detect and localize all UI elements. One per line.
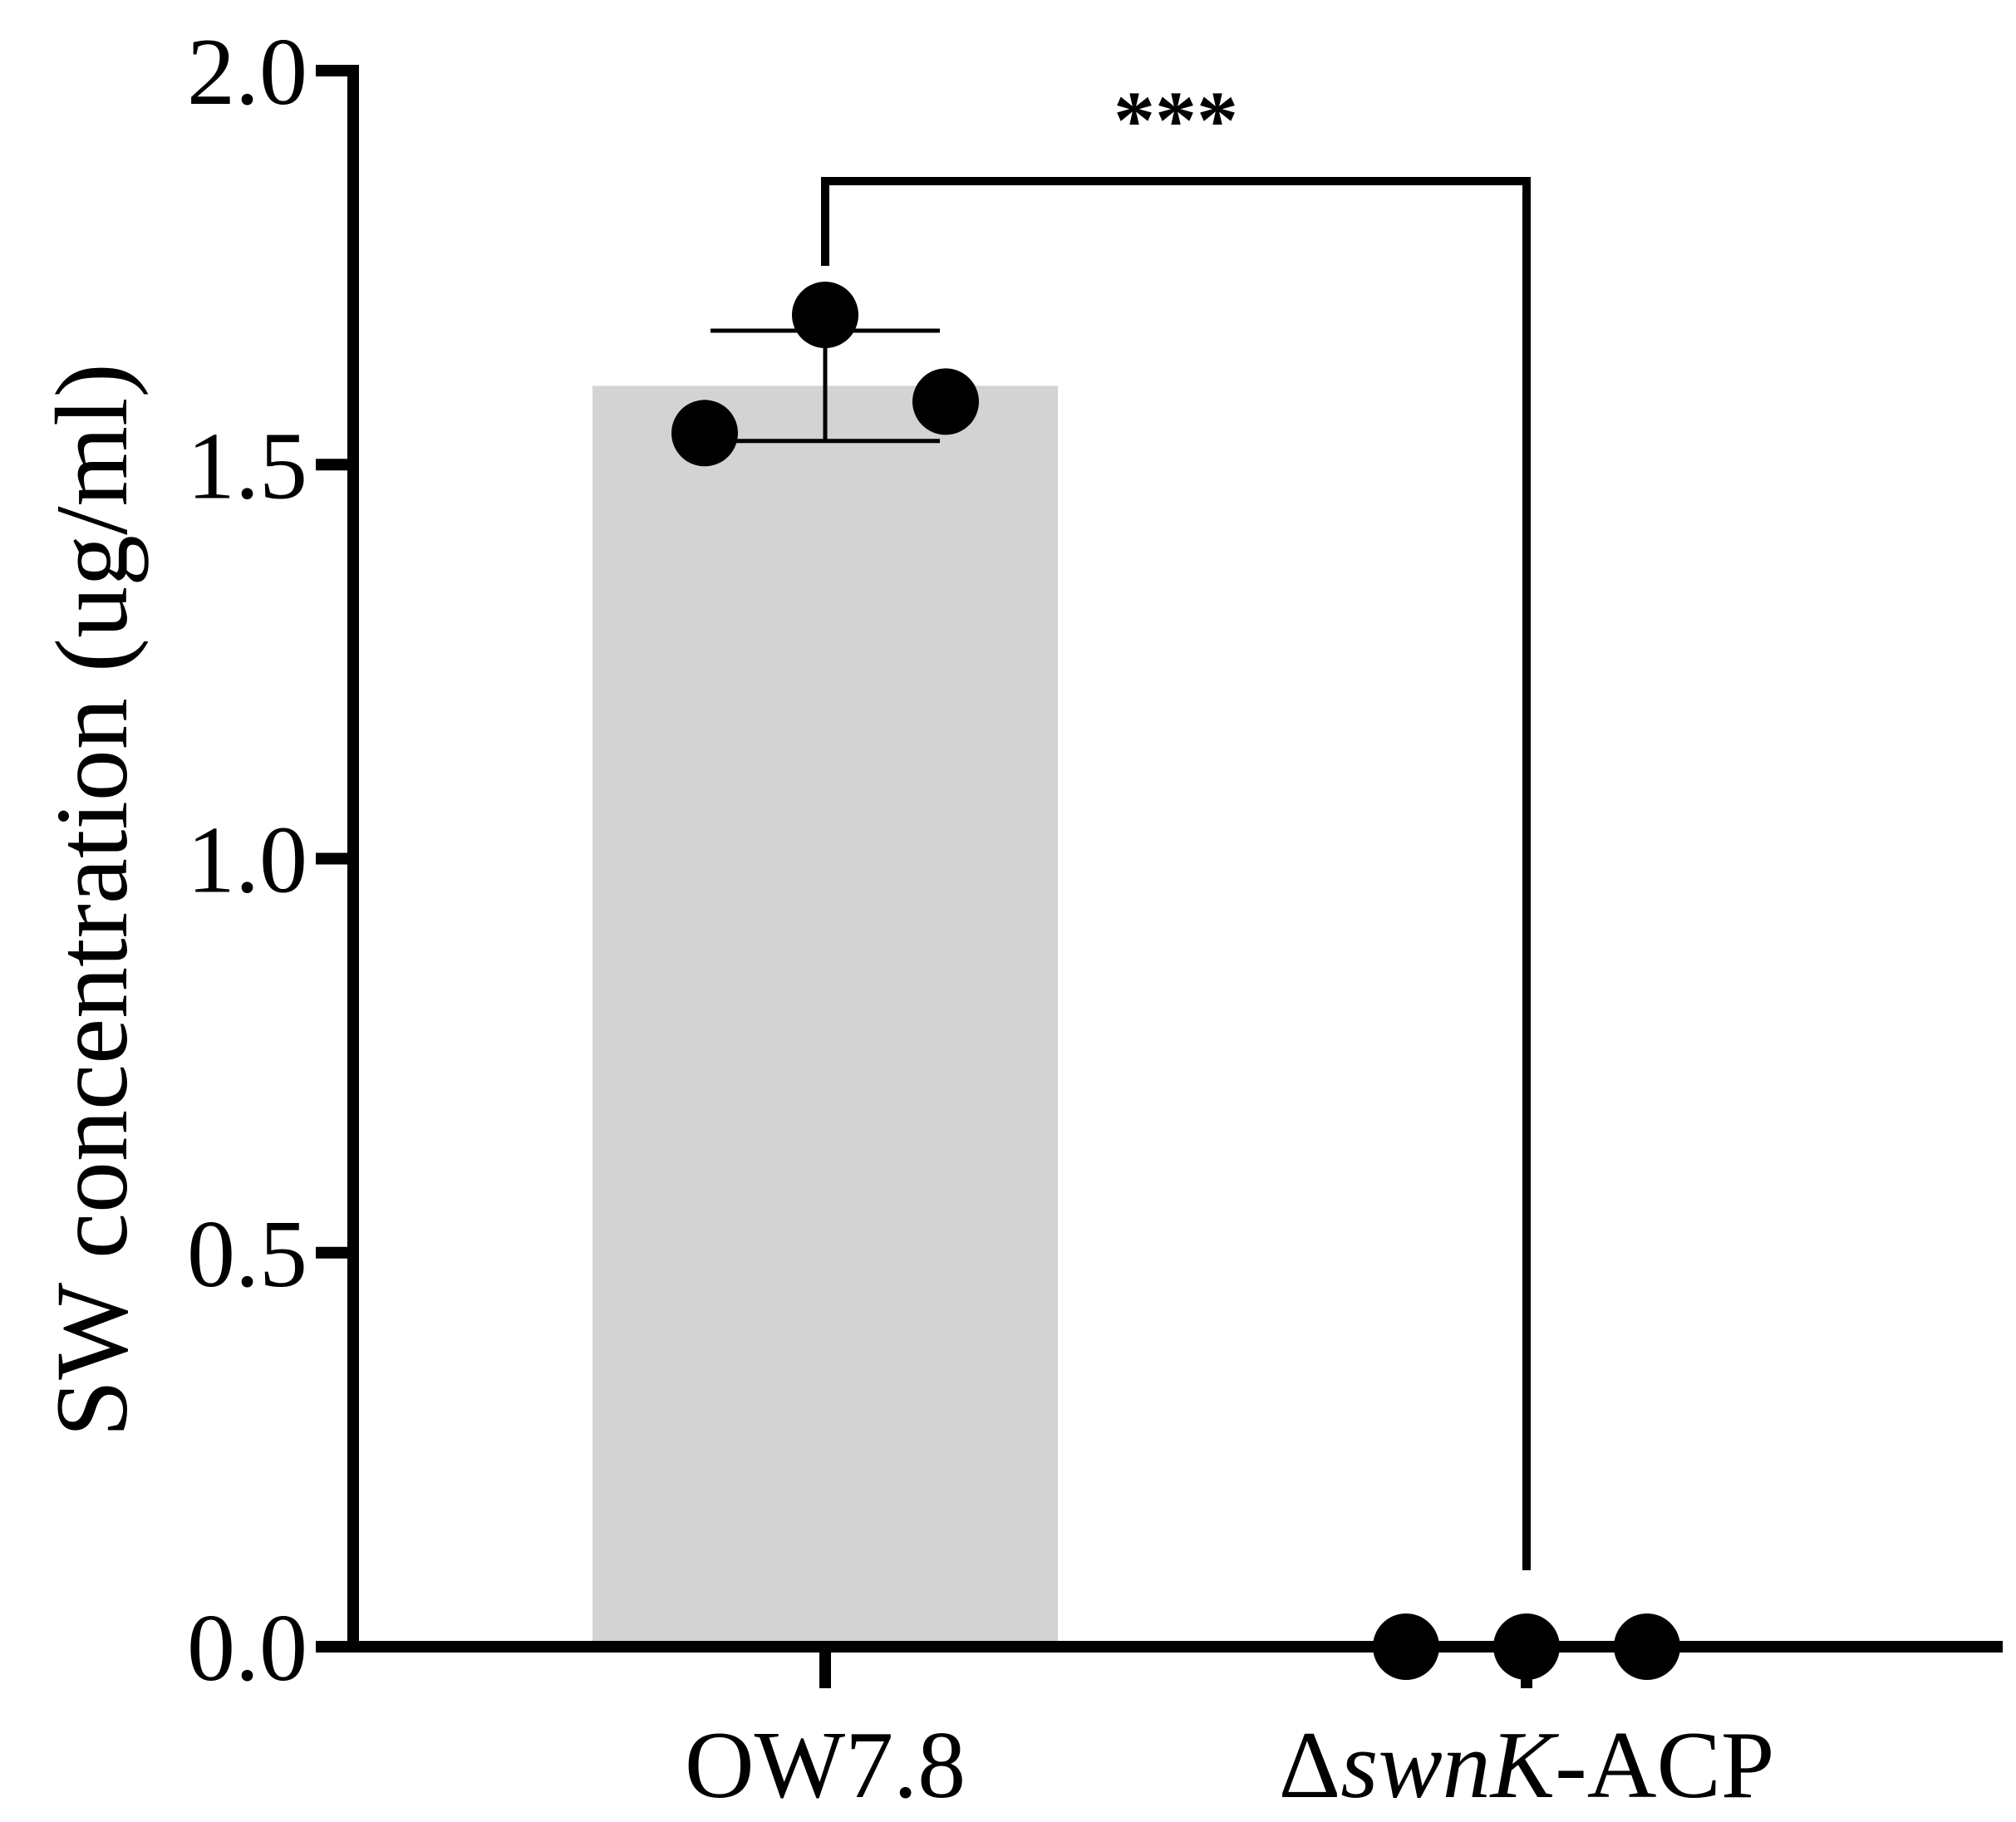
data-point: [792, 282, 858, 349]
significance-label: ***: [1114, 74, 1238, 166]
x-category-label: OW7.8: [685, 1712, 966, 1819]
data-point: [912, 368, 979, 435]
data-point: [671, 400, 738, 467]
points-layer: [671, 282, 1680, 1680]
y-tick-label: 2.0: [187, 19, 307, 125]
x-category-label: ΔswnK-ACP: [1279, 1712, 1775, 1819]
axes-layer: [316, 65, 2003, 1688]
data-point: [1493, 1613, 1560, 1680]
y-tick-label: 0.5: [187, 1201, 307, 1308]
labels-layer: 0.0 0.5 1.0 1.5 2.0 OW7.8 ΔswnK-ACP SW concentr…: [35, 19, 1774, 1819]
data-point: [1614, 1613, 1680, 1680]
y-tick-label: 1.0: [187, 808, 307, 914]
y-tick-label: 1.5: [187, 413, 307, 519]
data-point: [1373, 1613, 1439, 1680]
y-axis-title: SW concentration (ug/ml): [35, 363, 149, 1437]
bar-0: [593, 386, 1058, 1647]
y-tick-label: 0.0: [187, 1595, 307, 1702]
significance-layer: ***: [821, 74, 1531, 1570]
bars-layer: [593, 386, 1058, 1647]
significance-bracket: [821, 177, 1531, 1570]
